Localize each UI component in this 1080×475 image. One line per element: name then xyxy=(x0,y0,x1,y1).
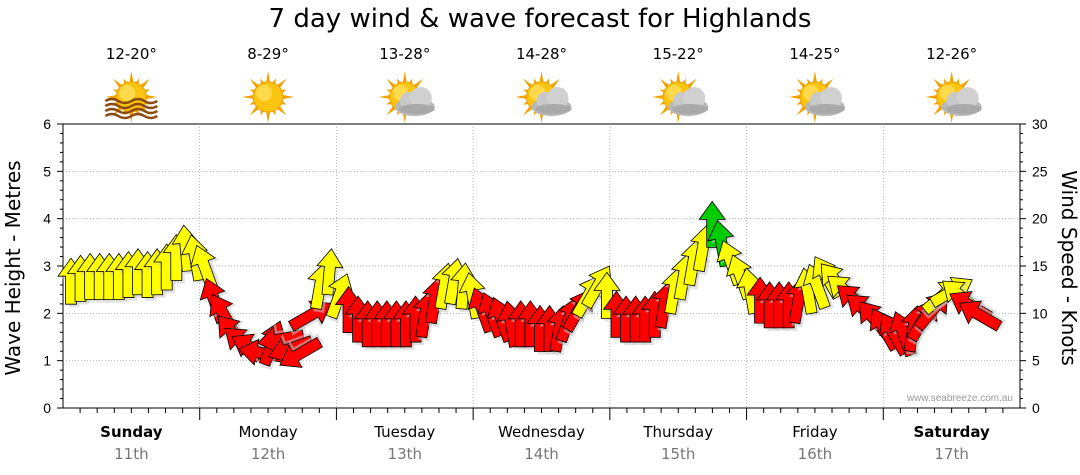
cloud-part xyxy=(683,87,706,109)
sun-ray xyxy=(788,94,803,100)
wind-arrow xyxy=(593,271,623,322)
left-axis-title: Wave Height - Metres xyxy=(1,160,25,375)
sun-ray xyxy=(129,71,134,85)
sun-highlight xyxy=(256,85,273,101)
wind-arrow-body xyxy=(593,271,621,319)
cloud-part xyxy=(546,87,569,109)
right-tick-label: 15 xyxy=(1032,258,1048,274)
chart-title: 7 day wind & wave forecast for Highlands xyxy=(268,4,812,34)
day-date-label: 15th xyxy=(661,445,695,463)
sun-ray xyxy=(925,94,939,100)
right-tick-label: 0 xyxy=(1032,400,1040,416)
sun-ray xyxy=(675,71,681,85)
sun-highlight xyxy=(119,85,136,101)
sun-ray xyxy=(539,71,544,85)
cloud-shape xyxy=(804,87,845,116)
sun-cloud-icon xyxy=(378,71,435,123)
day-date-label: 11th xyxy=(114,445,148,463)
right-tick-label: 10 xyxy=(1032,305,1048,321)
wind-arrow-body xyxy=(698,200,726,248)
left-tick-label: 5 xyxy=(43,163,51,179)
day-name-label: Friday xyxy=(792,423,838,441)
wind-arrow xyxy=(316,248,346,299)
day-name-label: Monday xyxy=(238,423,297,441)
cloud-part xyxy=(819,87,842,109)
right-tick-label: 25 xyxy=(1032,163,1048,179)
weather-icons xyxy=(104,71,982,123)
sun-ray xyxy=(812,71,818,85)
temperature-label: 13-28° xyxy=(379,45,430,63)
temperature-label: 12-26° xyxy=(926,45,977,63)
haze-line xyxy=(104,97,158,105)
left-tick-label: 2 xyxy=(43,305,51,321)
cloud-shape xyxy=(531,87,572,116)
sun-ray xyxy=(949,71,954,85)
cloud-part xyxy=(409,87,432,109)
right-tick-label: 5 xyxy=(1032,353,1040,369)
day-date-label: 16th xyxy=(798,445,832,463)
cloud-part xyxy=(535,104,572,114)
right-axis-title: Wind Speed - Knots xyxy=(1057,170,1080,366)
left-tick-label: 6 xyxy=(43,116,51,132)
haze-line xyxy=(104,102,158,110)
cloud-part xyxy=(956,87,979,109)
wind-arrow xyxy=(279,333,324,368)
sun-ray xyxy=(265,71,271,85)
left-tick-label: 4 xyxy=(43,211,51,227)
day-labels: Sunday 11th Monday 12th Tuesday 13th Wednesday… xyxy=(100,423,990,463)
wind-arrow-body xyxy=(958,300,1003,332)
sun-cloud-icon xyxy=(515,71,572,123)
wind-arrow-body xyxy=(279,336,324,368)
sun-ray xyxy=(515,94,529,100)
cloud-part xyxy=(672,104,709,114)
sun-ray xyxy=(652,94,666,100)
sun-cloud-icon xyxy=(925,71,982,123)
cloud-part xyxy=(398,104,435,114)
sun-ray xyxy=(402,71,408,85)
temperature-label: 15-22° xyxy=(653,45,704,63)
day-date-label: 17th xyxy=(934,445,968,463)
temperature-label: 12-20° xyxy=(106,45,157,63)
sun-ray xyxy=(144,94,158,100)
temperature-label: 14-25° xyxy=(789,45,840,63)
left-tick-label: 3 xyxy=(43,258,51,274)
wind-arrow-body xyxy=(316,248,344,296)
cloud-shape xyxy=(668,87,709,116)
day-date-label: 12th xyxy=(251,445,285,463)
day-name-label: Thursday xyxy=(642,423,713,441)
sun-ray xyxy=(280,94,295,100)
sun-ray xyxy=(378,94,392,100)
day-date-label: 13th xyxy=(388,445,422,463)
day-name-label: Tuesday xyxy=(373,423,435,441)
temperature-labels: 12-20° 8-29° 13-28° 14-28° 15-22° 14-25° 12-26… xyxy=(106,45,977,63)
wind-arrow xyxy=(190,244,222,293)
sun-haze-icon xyxy=(104,71,158,123)
left-tick-label: 0 xyxy=(43,400,51,416)
temperature-label: 8-29° xyxy=(247,45,289,63)
haze-line xyxy=(104,107,158,115)
sun-cloud-icon xyxy=(788,71,845,123)
day-date-label: 14th xyxy=(524,445,558,463)
right-tick-label: 20 xyxy=(1032,211,1048,227)
right-tick-label: 30 xyxy=(1032,116,1048,132)
sun-ray xyxy=(242,94,256,100)
temperature-label: 14-28° xyxy=(516,45,567,63)
cloud-shape xyxy=(941,87,982,116)
left-tick-label: 1 xyxy=(43,353,51,369)
cloud-shape xyxy=(394,87,435,116)
watermark: www.seabreeze.com.au xyxy=(906,393,1013,404)
sun-ray xyxy=(105,94,119,100)
sun-cloud-icon xyxy=(652,71,709,123)
cloud-part xyxy=(945,104,982,114)
haze-line xyxy=(104,112,158,120)
day-name-label: Sunday xyxy=(100,423,163,441)
cloud-part xyxy=(808,104,845,114)
wind-arrows xyxy=(57,200,1007,371)
sun-ray xyxy=(265,109,271,123)
day-name-label: Saturday xyxy=(913,423,990,441)
wind-arrow xyxy=(958,299,1007,332)
sun-icon xyxy=(242,71,295,123)
day-name-label: Wednesday xyxy=(498,423,585,441)
